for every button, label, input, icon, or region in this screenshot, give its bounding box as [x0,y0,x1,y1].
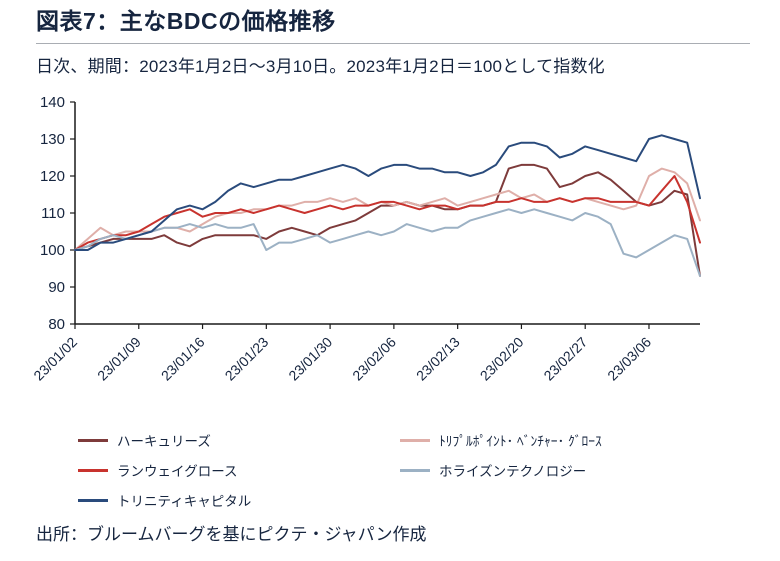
y-tick-label: 120 [40,168,65,185]
legend-swatch-horizon [400,468,430,472]
x-tick-label: 23/01/16 [158,334,208,384]
series-line-hercules [74,163,701,277]
legend-item-triplepoint: ﾄﾘﾌﾟﾙﾎﾟｲﾝﾄ･ ﾍﾞﾝﾁｬｰ･ ｸﾞﾛｰｽ [400,430,602,450]
source-note: 出所：ブルームバーグを基にピクテ・ジャパン作成 [36,525,427,544]
legend-item-runway: ランウェイグロース [78,460,400,480]
legend-label-hercules: ハーキュリーズ [117,434,211,449]
series-line-triplepoint [74,167,701,251]
x-tick-label: 23/01/23 [222,334,272,384]
x-tick-label: 23/02/20 [477,334,527,384]
chart-area: 80 90 100 110 120 130 140 23/01/02 23/01/09 23/01… [10,84,755,419]
legend-label-horizon: ホライズンテクノロジー [439,464,587,479]
legend-item-horizon: ホライズンテクノロジー [400,460,602,480]
legend-item-hercules: ハーキュリーズ [78,430,400,450]
price-chart: 80 90 100 110 120 130 140 23/01/02 23/01/09 23/01… [30,94,701,384]
legend-swatch-triplepoint [400,438,430,442]
y-tick-label: 110 [41,205,65,222]
legend-label-trinity: トリニティキャピタル [117,494,252,509]
legend-label-triplepoint: ﾄﾘﾌﾟﾙﾎﾟｲﾝﾄ･ ﾍﾞﾝﾁｬｰ･ ｸﾞﾛｰｽ [439,434,602,449]
legend: ハーキュリーズ ﾄﾘﾌﾟﾙﾎﾟｲﾝﾄ･ ﾍﾞﾝﾁｬｰ･ ｸﾞﾛｰｽ ランウェイグロー… [78,430,602,510]
x-tick-label: 23/03/06 [604,334,654,384]
chart-figure-title: 図表7：主なBDCの価格推移 [36,8,336,34]
legend-swatch-runway [78,468,108,472]
y-tick-label: 90 [48,279,65,296]
legend-swatch-trinity [78,498,108,502]
series-line-trinity [74,134,701,251]
x-tick-label: 23/01/02 [30,334,80,384]
y-tick-label: 100 [40,242,65,259]
x-tick-label: 23/01/30 [285,334,335,384]
x-tick-label: 23/02/06 [349,334,399,384]
legend-label-runway: ランウェイグロース [117,464,238,479]
series-line-horizon [74,208,701,277]
y-tick-label: 140 [40,94,65,111]
legend-item-trinity: トリニティキャピタル [78,490,400,510]
chart-subtitle: 日次、期間：2023年1月2日～3月10日。2023年1月2日＝100として指数… [36,57,605,76]
x-tick-label: 23/01/09 [94,334,144,384]
header: 図表7：主なBDCの価格推移 [36,8,750,44]
x-tick-label: 23/02/13 [413,334,463,384]
legend-swatch-hercules [78,438,108,442]
y-tick-label: 130 [40,131,65,148]
y-tick-label: 80 [48,316,65,333]
series-line-runway [74,175,701,251]
x-tick-label: 23/02/27 [540,334,590,384]
